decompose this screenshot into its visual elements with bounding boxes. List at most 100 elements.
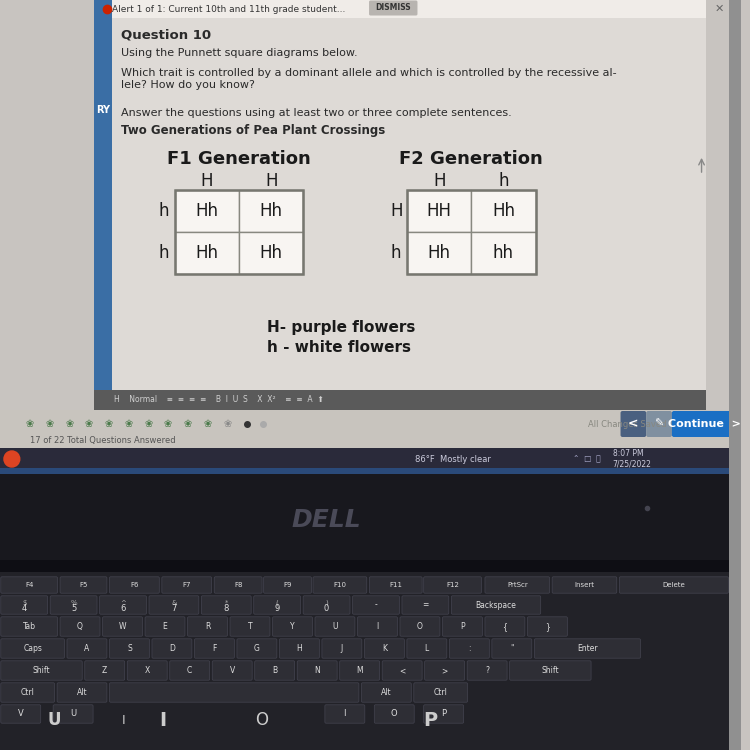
Text: Hh: Hh <box>260 244 283 262</box>
Text: ): ) <box>326 599 328 606</box>
FancyBboxPatch shape <box>467 661 507 680</box>
Text: 8: 8 <box>224 604 229 613</box>
Text: F7: F7 <box>182 582 191 588</box>
FancyBboxPatch shape <box>424 705 464 723</box>
Text: Using the Punnett square diagrams below.: Using the Punnett square diagrams below. <box>121 48 357 58</box>
FancyBboxPatch shape <box>340 661 380 680</box>
FancyBboxPatch shape <box>280 639 320 658</box>
FancyBboxPatch shape <box>110 577 159 593</box>
FancyBboxPatch shape <box>400 616 440 636</box>
Bar <box>0 448 741 470</box>
Text: Hh: Hh <box>196 202 218 220</box>
Text: ✕: ✕ <box>715 4 724 14</box>
Text: =: = <box>422 601 428 610</box>
Bar <box>175 190 239 232</box>
Bar <box>94 0 706 18</box>
FancyBboxPatch shape <box>424 661 464 680</box>
Text: <: < <box>628 418 638 430</box>
Text: O: O <box>391 710 398 718</box>
Text: F11: F11 <box>389 582 402 588</box>
FancyBboxPatch shape <box>110 639 149 658</box>
Text: F5: F5 <box>80 582 88 588</box>
FancyBboxPatch shape <box>194 639 235 658</box>
Text: Caps: Caps <box>23 644 42 653</box>
Text: ": " <box>510 644 514 653</box>
FancyBboxPatch shape <box>325 705 364 723</box>
FancyBboxPatch shape <box>414 682 467 702</box>
Text: Tab: Tab <box>22 622 36 631</box>
Text: O: O <box>255 711 268 729</box>
Text: S: S <box>127 644 132 653</box>
Text: A: A <box>84 644 89 653</box>
Text: ❀: ❀ <box>203 419 211 429</box>
Text: Which trait is controlled by a dominant allele and which is controlled by the re: Which trait is controlled by a dominant … <box>121 68 616 89</box>
FancyBboxPatch shape <box>214 577 262 593</box>
Text: All Changes Saved: All Changes Saved <box>588 420 667 429</box>
FancyBboxPatch shape <box>510 661 591 680</box>
Text: }: } <box>545 622 550 631</box>
Text: F: F <box>212 644 217 653</box>
Text: Backspace: Backspace <box>476 601 517 610</box>
Text: Two Generations of Pea Plant Crossings: Two Generations of Pea Plant Crossings <box>121 124 385 137</box>
Text: ❀: ❀ <box>184 419 192 429</box>
FancyBboxPatch shape <box>315 616 355 636</box>
Text: 4: 4 <box>22 604 27 613</box>
FancyBboxPatch shape <box>1 705 40 723</box>
Text: C: C <box>9 454 15 464</box>
Text: 9: 9 <box>274 604 280 613</box>
FancyBboxPatch shape <box>85 661 124 680</box>
Text: Hh: Hh <box>196 244 218 262</box>
FancyBboxPatch shape <box>60 616 100 636</box>
Text: Alt: Alt <box>76 688 87 697</box>
FancyBboxPatch shape <box>110 682 359 702</box>
FancyBboxPatch shape <box>230 616 270 636</box>
Text: 17 of 22 Total Questions Answered: 17 of 22 Total Questions Answered <box>30 436 176 445</box>
Text: 7: 7 <box>171 604 176 613</box>
Text: X: X <box>145 666 150 675</box>
Text: (: ( <box>276 599 278 606</box>
Text: H: H <box>296 644 302 653</box>
FancyBboxPatch shape <box>152 639 192 658</box>
FancyBboxPatch shape <box>128 661 167 680</box>
Text: E: E <box>163 622 167 631</box>
Text: Delete: Delete <box>662 582 686 588</box>
FancyBboxPatch shape <box>672 411 737 437</box>
Text: &: & <box>171 599 177 605</box>
Text: Question 10: Question 10 <box>121 28 211 41</box>
FancyBboxPatch shape <box>382 661 422 680</box>
FancyBboxPatch shape <box>170 661 210 680</box>
Text: ❀: ❀ <box>26 419 34 429</box>
Text: Answer the questions using at least two or three complete sentences.: Answer the questions using at least two … <box>121 108 512 118</box>
Text: ❀: ❀ <box>224 419 231 429</box>
Text: ❀: ❀ <box>144 419 152 429</box>
Text: B: B <box>272 666 278 675</box>
FancyBboxPatch shape <box>492 639 532 658</box>
Text: DISMISS: DISMISS <box>376 4 411 13</box>
Text: Z: Z <box>102 666 107 675</box>
Text: $: $ <box>22 599 26 605</box>
Text: H    Normal    ≡  ≡  ≡  ≡    B  I  U  S    X  X²    ≡  ≡  A  ⬆: H Normal ≡ ≡ ≡ ≡ B I U S X X² ≡ ≡ A ⬆ <box>114 395 323 404</box>
FancyBboxPatch shape <box>53 705 93 723</box>
Text: h: h <box>498 172 508 190</box>
Text: ❀: ❀ <box>105 419 112 429</box>
Bar <box>0 560 741 572</box>
Bar <box>94 0 112 430</box>
Text: I: I <box>344 710 346 718</box>
FancyBboxPatch shape <box>1 661 82 680</box>
FancyBboxPatch shape <box>620 411 646 437</box>
Text: Shift: Shift <box>542 666 560 675</box>
FancyBboxPatch shape <box>103 616 142 636</box>
FancyBboxPatch shape <box>100 596 146 614</box>
FancyBboxPatch shape <box>57 682 107 702</box>
Text: I: I <box>122 713 125 727</box>
Text: ?: ? <box>485 666 489 675</box>
Text: RY: RY <box>96 105 109 115</box>
FancyBboxPatch shape <box>149 596 199 614</box>
Text: R: R <box>205 622 210 631</box>
Text: U: U <box>332 622 338 631</box>
Text: F4: F4 <box>25 582 33 588</box>
FancyBboxPatch shape <box>212 661 252 680</box>
Text: L: L <box>424 644 429 653</box>
FancyBboxPatch shape <box>322 639 362 658</box>
Text: :: : <box>468 644 470 653</box>
